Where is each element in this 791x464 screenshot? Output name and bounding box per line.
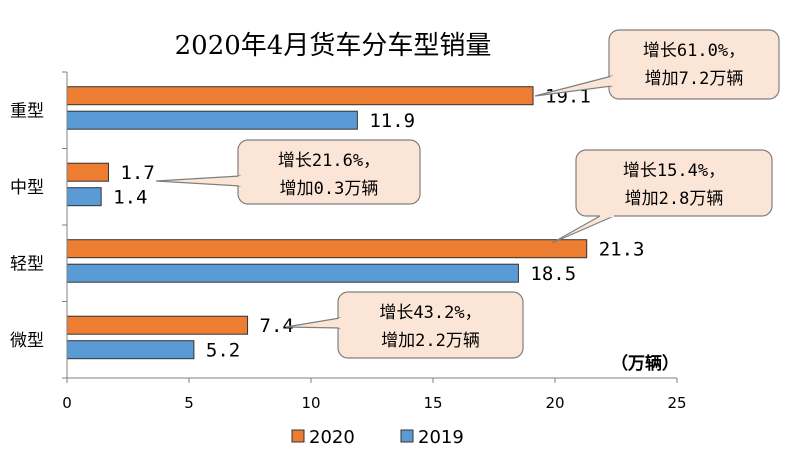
bar-2019-3 bbox=[66, 263, 519, 283]
chart-title: 2020年4月货车分车型销量 bbox=[175, 31, 492, 61]
x-tick-label: 5 bbox=[184, 394, 194, 412]
callout-pointer bbox=[155, 175, 241, 187]
bar-2019-4 bbox=[66, 340, 195, 360]
callout-line-2: 增加0.3万辆 bbox=[280, 179, 379, 199]
bar-2020-4 bbox=[66, 315, 249, 335]
category-label: 微型 bbox=[10, 331, 44, 351]
legend-label-2019: 2019 bbox=[418, 427, 464, 448]
x-tick-label: 25 bbox=[667, 394, 686, 412]
callout-line-1: 增长43.2%， bbox=[379, 303, 481, 323]
callout-line-1: 增长61.0%， bbox=[643, 41, 745, 61]
x-tick-label: 20 bbox=[545, 394, 564, 412]
data-label: 1.4 bbox=[113, 187, 147, 209]
data-label: 1.7 bbox=[120, 162, 154, 184]
bar-2020-2 bbox=[66, 162, 109, 182]
bar-2019-1 bbox=[66, 110, 358, 130]
data-label: 7.4 bbox=[260, 315, 294, 337]
x-tick-label: 15 bbox=[423, 394, 442, 412]
callout-line-2: 增加2.2万辆 bbox=[381, 331, 480, 351]
data-label: 21.3 bbox=[599, 239, 645, 261]
bar-2020-3 bbox=[66, 239, 588, 259]
x-tick-label: 10 bbox=[301, 394, 320, 412]
legend-swatch-2020 bbox=[291, 429, 305, 443]
bar-2020-1 bbox=[66, 86, 534, 106]
data-label: 11.9 bbox=[369, 110, 415, 132]
data-label: 18.5 bbox=[530, 263, 576, 285]
callout-line-1: 增长15.4%， bbox=[623, 161, 725, 181]
unit-label: （万辆） bbox=[611, 353, 679, 374]
data-label: 5.2 bbox=[206, 340, 240, 362]
legend-label-2020: 2020 bbox=[309, 427, 355, 448]
callout-line-2: 增加7.2万辆 bbox=[645, 69, 744, 89]
callout-box bbox=[608, 29, 780, 100]
category-label: 轻型 bbox=[10, 254, 44, 274]
x-tick-label: 0 bbox=[62, 394, 72, 412]
legend: 2020 2019 bbox=[291, 427, 464, 448]
legend-swatch-2019 bbox=[400, 429, 414, 443]
callout-line-2: 增加2.8万辆 bbox=[625, 189, 724, 209]
category-label: 中型 bbox=[10, 178, 44, 198]
bar-2019-2 bbox=[66, 187, 102, 207]
callout-box bbox=[237, 139, 421, 205]
callout-box bbox=[575, 149, 773, 217]
data-labels-layer: 19.111.91.71.421.318.57.45.2 bbox=[113, 86, 644, 362]
callout-line-1: 增长21.6%， bbox=[278, 151, 380, 171]
category-label: 重型 bbox=[10, 101, 44, 121]
callout-pointer bbox=[285, 317, 341, 329]
